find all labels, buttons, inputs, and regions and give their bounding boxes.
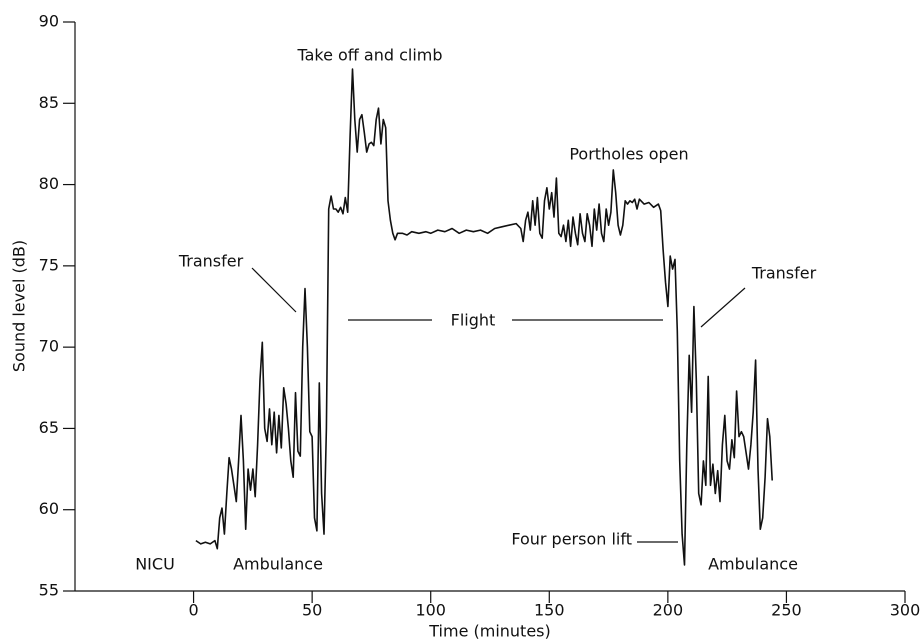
- y-tick-label: 80: [39, 174, 59, 193]
- annotation: Portholes open: [569, 145, 688, 164]
- annotation-leader: [251, 267, 297, 313]
- x-tick-label: 50: [302, 601, 322, 620]
- x-tick-label: 100: [415, 601, 446, 620]
- x-tick-label: 150: [534, 601, 565, 620]
- x-tick-label: 200: [653, 601, 684, 620]
- annotation: Flight: [451, 311, 496, 330]
- x-tick-label: 0: [188, 601, 198, 620]
- y-tick-label: 75: [39, 255, 59, 274]
- x-tick-label: 300: [890, 601, 920, 620]
- annotation: Take off and climb: [296, 46, 442, 65]
- annotation: Four person lift: [511, 530, 632, 549]
- y-axis-label: Sound level (dB): [10, 240, 29, 372]
- y-tick-label: 85: [39, 93, 59, 112]
- x-axis-label: Time (minutes): [428, 622, 551, 641]
- annotation: NICU: [135, 555, 175, 574]
- y-tick-label: 90: [39, 12, 59, 31]
- annotation: Transfer: [178, 252, 244, 271]
- y-tick-label: 70: [39, 337, 59, 356]
- x-tick-label: 250: [771, 601, 802, 620]
- annotation: Ambulance: [233, 555, 323, 574]
- y-tick-label: 60: [39, 499, 59, 518]
- sound-line: [195, 68, 773, 566]
- y-tick-label: 55: [39, 581, 59, 600]
- annotation-leader: [700, 287, 746, 328]
- y-tick-label: 65: [39, 418, 59, 437]
- annotation: Transfer: [751, 264, 817, 283]
- annotation: Ambulance: [708, 555, 798, 574]
